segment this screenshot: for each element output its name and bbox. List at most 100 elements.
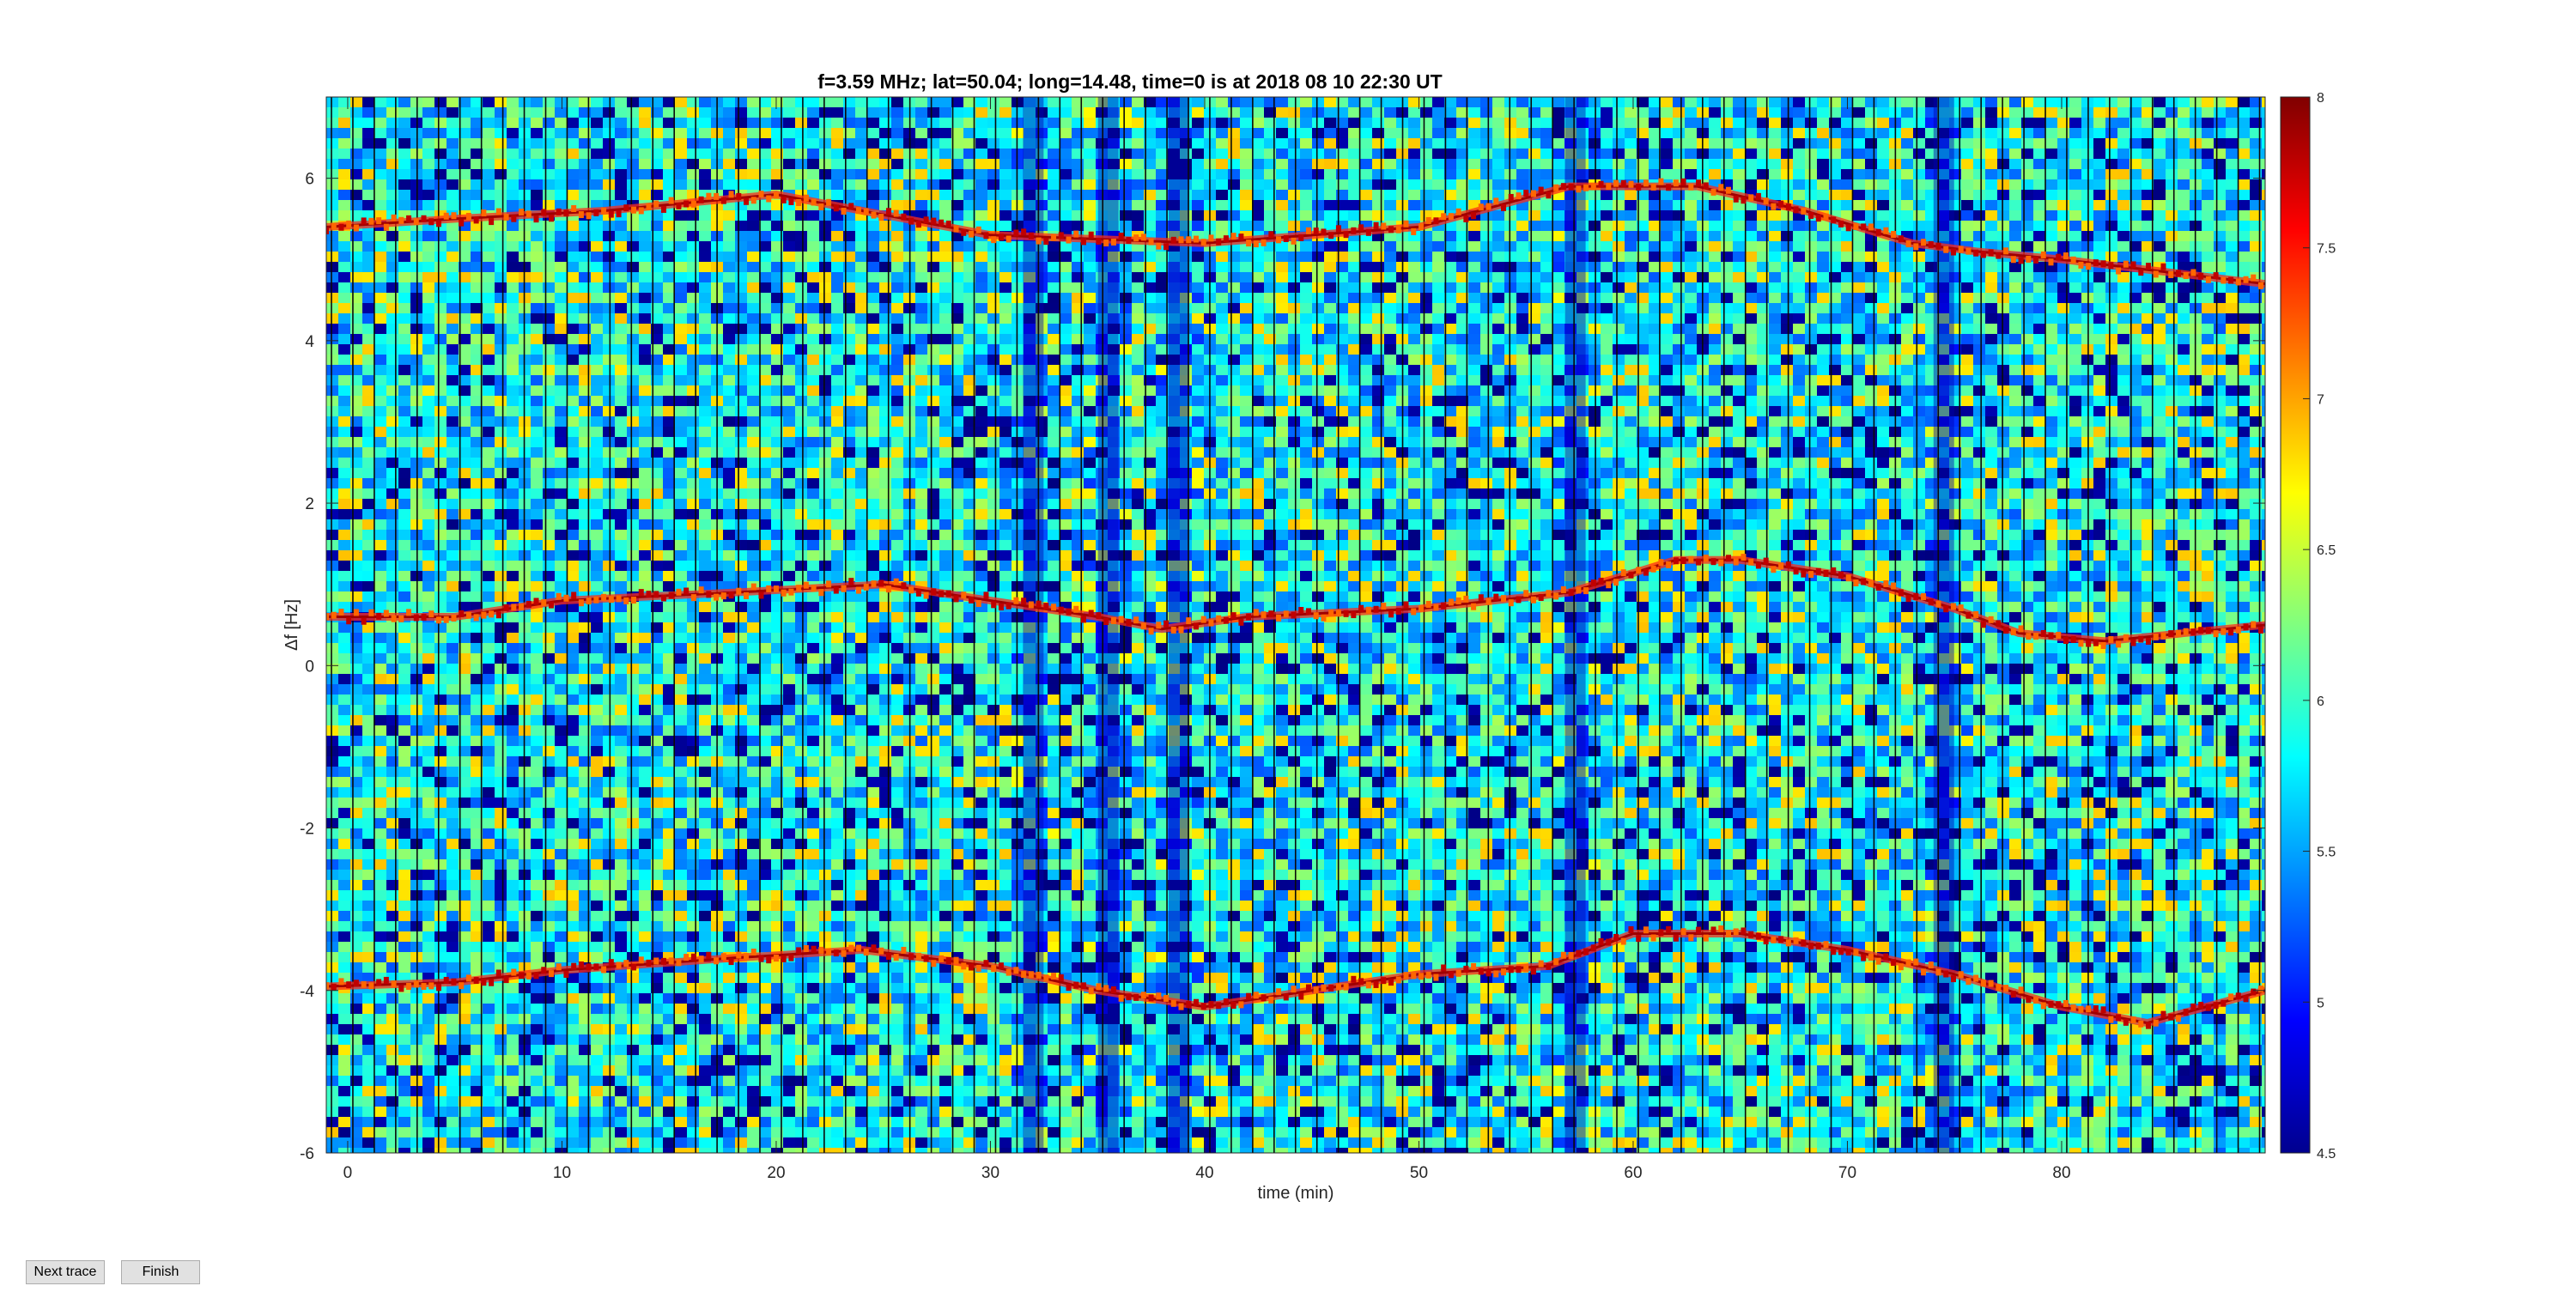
heatmap-cell <box>543 406 556 417</box>
heatmap-cell <box>326 973 339 984</box>
heatmap-cell <box>603 1096 616 1107</box>
heatmap-cell <box>374 252 387 263</box>
heatmap-cell <box>639 179 652 191</box>
heatmap-cell <box>507 272 519 283</box>
heatmap-cell <box>783 777 796 788</box>
heatmap-cell <box>398 859 411 870</box>
heatmap-cell <box>687 643 700 654</box>
heatmap-cell <box>723 633 736 644</box>
heatmap-cell <box>555 1096 568 1107</box>
heatmap-cell <box>507 293 519 304</box>
heatmap-cell <box>615 519 628 531</box>
heatmap-cell <box>783 767 796 778</box>
heatmap-cell <box>386 674 399 685</box>
heatmap-cell <box>483 684 495 695</box>
heatmap-cell <box>855 828 868 840</box>
heatmap-cell <box>783 282 796 294</box>
heatmap-cell <box>795 828 808 840</box>
heatmap-cell <box>579 1076 592 1087</box>
heatmap-cell <box>326 416 339 428</box>
heatmap-cell <box>759 818 772 829</box>
heatmap-cell <box>434 756 447 767</box>
heatmap-cell <box>495 581 507 592</box>
heatmap-cell <box>687 561 700 572</box>
heatmap-cell <box>591 499 604 510</box>
heatmap-cell <box>483 272 495 283</box>
heatmap-cell <box>867 488 880 500</box>
heatmap-cell <box>362 241 375 252</box>
heatmap-cell <box>507 1076 519 1087</box>
heatmap-cell <box>591 849 604 860</box>
heatmap-cell <box>398 798 411 809</box>
heatmap-cell <box>735 1014 748 1025</box>
heatmap-cell <box>362 231 375 242</box>
heatmap-cell <box>687 1117 700 1128</box>
heatmap-cell <box>735 756 748 767</box>
heatmap-cell <box>338 1096 351 1107</box>
heatmap-cell <box>759 1137 772 1149</box>
heatmap-cell <box>795 241 808 252</box>
heatmap-cell <box>723 447 736 458</box>
heatmap-cell <box>687 406 700 417</box>
heatmap-cell <box>591 427 604 438</box>
heatmap-cell <box>507 859 519 870</box>
heatmap-cell <box>675 684 688 695</box>
heatmap-cell <box>567 272 580 283</box>
heatmap-cell <box>639 1127 652 1138</box>
heatmap-cell <box>687 97 700 108</box>
heatmap-cell <box>374 416 387 428</box>
heatmap-cell <box>615 828 628 840</box>
heatmap-cell <box>699 602 712 613</box>
heatmap-cell <box>447 1086 459 1097</box>
heatmap-cell <box>639 530 652 541</box>
heatmap-cell <box>434 787 447 798</box>
heatmap-cell <box>747 303 760 314</box>
heatmap-cell <box>723 365 736 376</box>
heatmap-cell <box>471 530 483 541</box>
heatmap-cell <box>459 952 471 963</box>
heatmap-cell <box>422 808 435 819</box>
heatmap-cell <box>567 221 580 232</box>
heatmap-cell <box>879 736 892 747</box>
heatmap-cell <box>891 808 904 819</box>
heatmap-cell <box>783 355 796 366</box>
heatmap-cell <box>495 695 507 706</box>
heatmap-cell <box>555 767 568 778</box>
heatmap-cell <box>699 633 712 644</box>
heatmap-cell <box>591 128 604 139</box>
heatmap-cell <box>434 509 447 520</box>
heatmap-cell <box>398 818 411 829</box>
heatmap-cell <box>495 1086 507 1097</box>
heatmap-cell <box>362 344 375 355</box>
heatmap-cell <box>326 210 339 221</box>
heatmap-cell <box>422 365 435 376</box>
heatmap-cell <box>447 942 459 953</box>
heatmap-cell <box>603 828 616 840</box>
heatmap-cell <box>543 952 556 963</box>
heatmap-cell <box>422 231 435 242</box>
heatmap-cell <box>555 97 568 108</box>
heatmap-cell <box>483 942 495 953</box>
heatmap-cell <box>819 293 832 304</box>
heatmap-cell <box>639 1045 652 1056</box>
heatmap-cell <box>591 828 604 840</box>
heatmap-cell <box>675 262 688 273</box>
heatmap-cell <box>386 488 399 500</box>
heatmap-cell <box>639 901 652 912</box>
heatmap-cell <box>459 736 471 747</box>
heatmap-cell <box>723 931 736 943</box>
heatmap-cell <box>795 931 808 943</box>
heatmap-cell <box>687 1004 700 1015</box>
heatmap-cell <box>747 859 760 870</box>
heatmap-cell <box>483 880 495 891</box>
heatmap-cell <box>338 684 351 695</box>
heatmap-cell <box>495 385 507 397</box>
heatmap-cell <box>699 252 712 263</box>
heatmap-cell <box>579 241 592 252</box>
heatmap-cell <box>687 983 700 994</box>
heatmap-cell <box>867 973 880 984</box>
heatmap-cell <box>759 561 772 572</box>
heatmap-cell <box>627 808 640 819</box>
heatmap-cell <box>795 705 808 716</box>
heatmap-cell <box>531 1137 544 1149</box>
